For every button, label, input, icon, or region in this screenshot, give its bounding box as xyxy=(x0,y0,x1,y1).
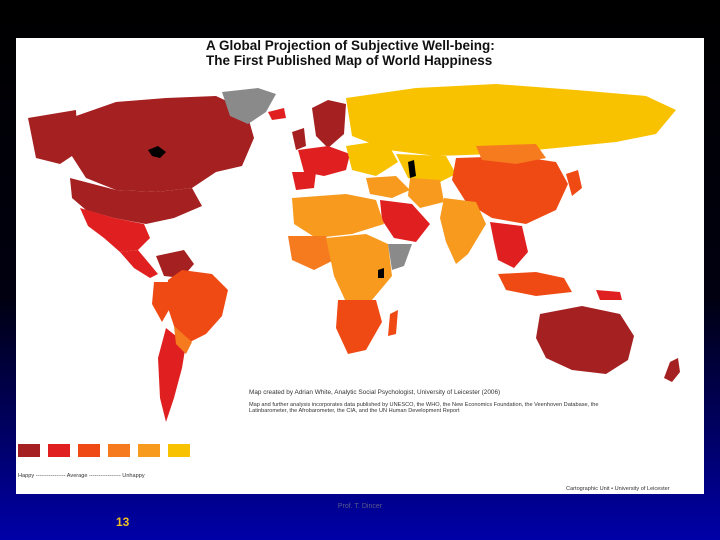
region-middle-east xyxy=(366,176,410,198)
legend-swatch-3 xyxy=(78,444,100,457)
region-uk xyxy=(292,128,306,150)
region-greenland xyxy=(222,88,276,124)
region-north-africa xyxy=(292,194,384,238)
region-madagascar xyxy=(388,310,398,336)
region-southeast-asia xyxy=(490,222,528,268)
region-argentina-chile xyxy=(158,328,186,422)
region-new-zealand xyxy=(664,358,680,382)
region-mongolia xyxy=(476,144,546,164)
legend-scale-label: Happy ---------------- Average ---------… xyxy=(18,473,145,479)
region-australia xyxy=(536,306,634,374)
region-iran xyxy=(408,178,444,208)
map-panel: A Global Projection of Subjective Well-b… xyxy=(16,38,704,494)
region-saudi-arabia xyxy=(380,200,430,242)
credit-sources: Map and further analysis incorporates da… xyxy=(249,401,599,415)
region-china xyxy=(452,156,568,224)
map-title-line2: The First Published Map of World Happine… xyxy=(206,53,493,68)
region-great-lakes xyxy=(148,146,166,158)
region-indonesia xyxy=(498,272,572,296)
region-india xyxy=(440,198,486,264)
region-peru-bolivia xyxy=(152,282,170,322)
credit-author: Map created by Adrian White, Analytic So… xyxy=(249,389,501,396)
map-title: A Global Projection of Subjective Well-b… xyxy=(206,38,546,68)
region-lake-victoria xyxy=(378,268,384,278)
region-russia xyxy=(346,84,676,156)
legend-swatch-1 xyxy=(18,444,40,457)
region-west-africa xyxy=(288,236,334,270)
legend-swatches xyxy=(18,444,218,457)
region-alaska xyxy=(28,110,78,164)
map-title-line1: A Global Projection of Subjective Well-b… xyxy=(206,38,495,53)
region-iceland xyxy=(268,108,286,120)
legend-swatch-5 xyxy=(138,444,160,457)
region-korea-japan xyxy=(566,170,582,196)
region-central-america xyxy=(120,250,158,278)
region-iberia xyxy=(292,172,316,190)
region-caspian xyxy=(408,160,416,178)
legend-swatch-4 xyxy=(108,444,130,457)
cartographic-unit-label: Cartographic Unit • University of Leices… xyxy=(566,486,670,492)
map-legend: Happy ---------------- Average ---------… xyxy=(18,444,218,479)
region-papua xyxy=(596,290,622,300)
world-happiness-map xyxy=(28,84,680,422)
region-central-africa xyxy=(326,234,392,302)
map-credits: Map created by Adrian White, Analytic So… xyxy=(249,389,599,415)
region-southern-africa xyxy=(336,300,382,354)
region-eastern-europe xyxy=(346,140,398,176)
region-brazil xyxy=(166,270,228,344)
slide-footer-caption: Prof. T. Dincer xyxy=(337,503,383,510)
legend-swatch-6 xyxy=(168,444,190,457)
region-uruguay-paraguay xyxy=(174,326,192,354)
region-mexico xyxy=(80,208,150,252)
region-usa xyxy=(70,178,202,224)
region-canada xyxy=(68,96,254,192)
region-scandinavia xyxy=(312,100,346,148)
slide-number: 13 xyxy=(116,515,130,529)
region-western-europe xyxy=(298,146,350,176)
region-horn-of-africa xyxy=(388,244,412,270)
legend-swatch-2 xyxy=(48,444,70,457)
